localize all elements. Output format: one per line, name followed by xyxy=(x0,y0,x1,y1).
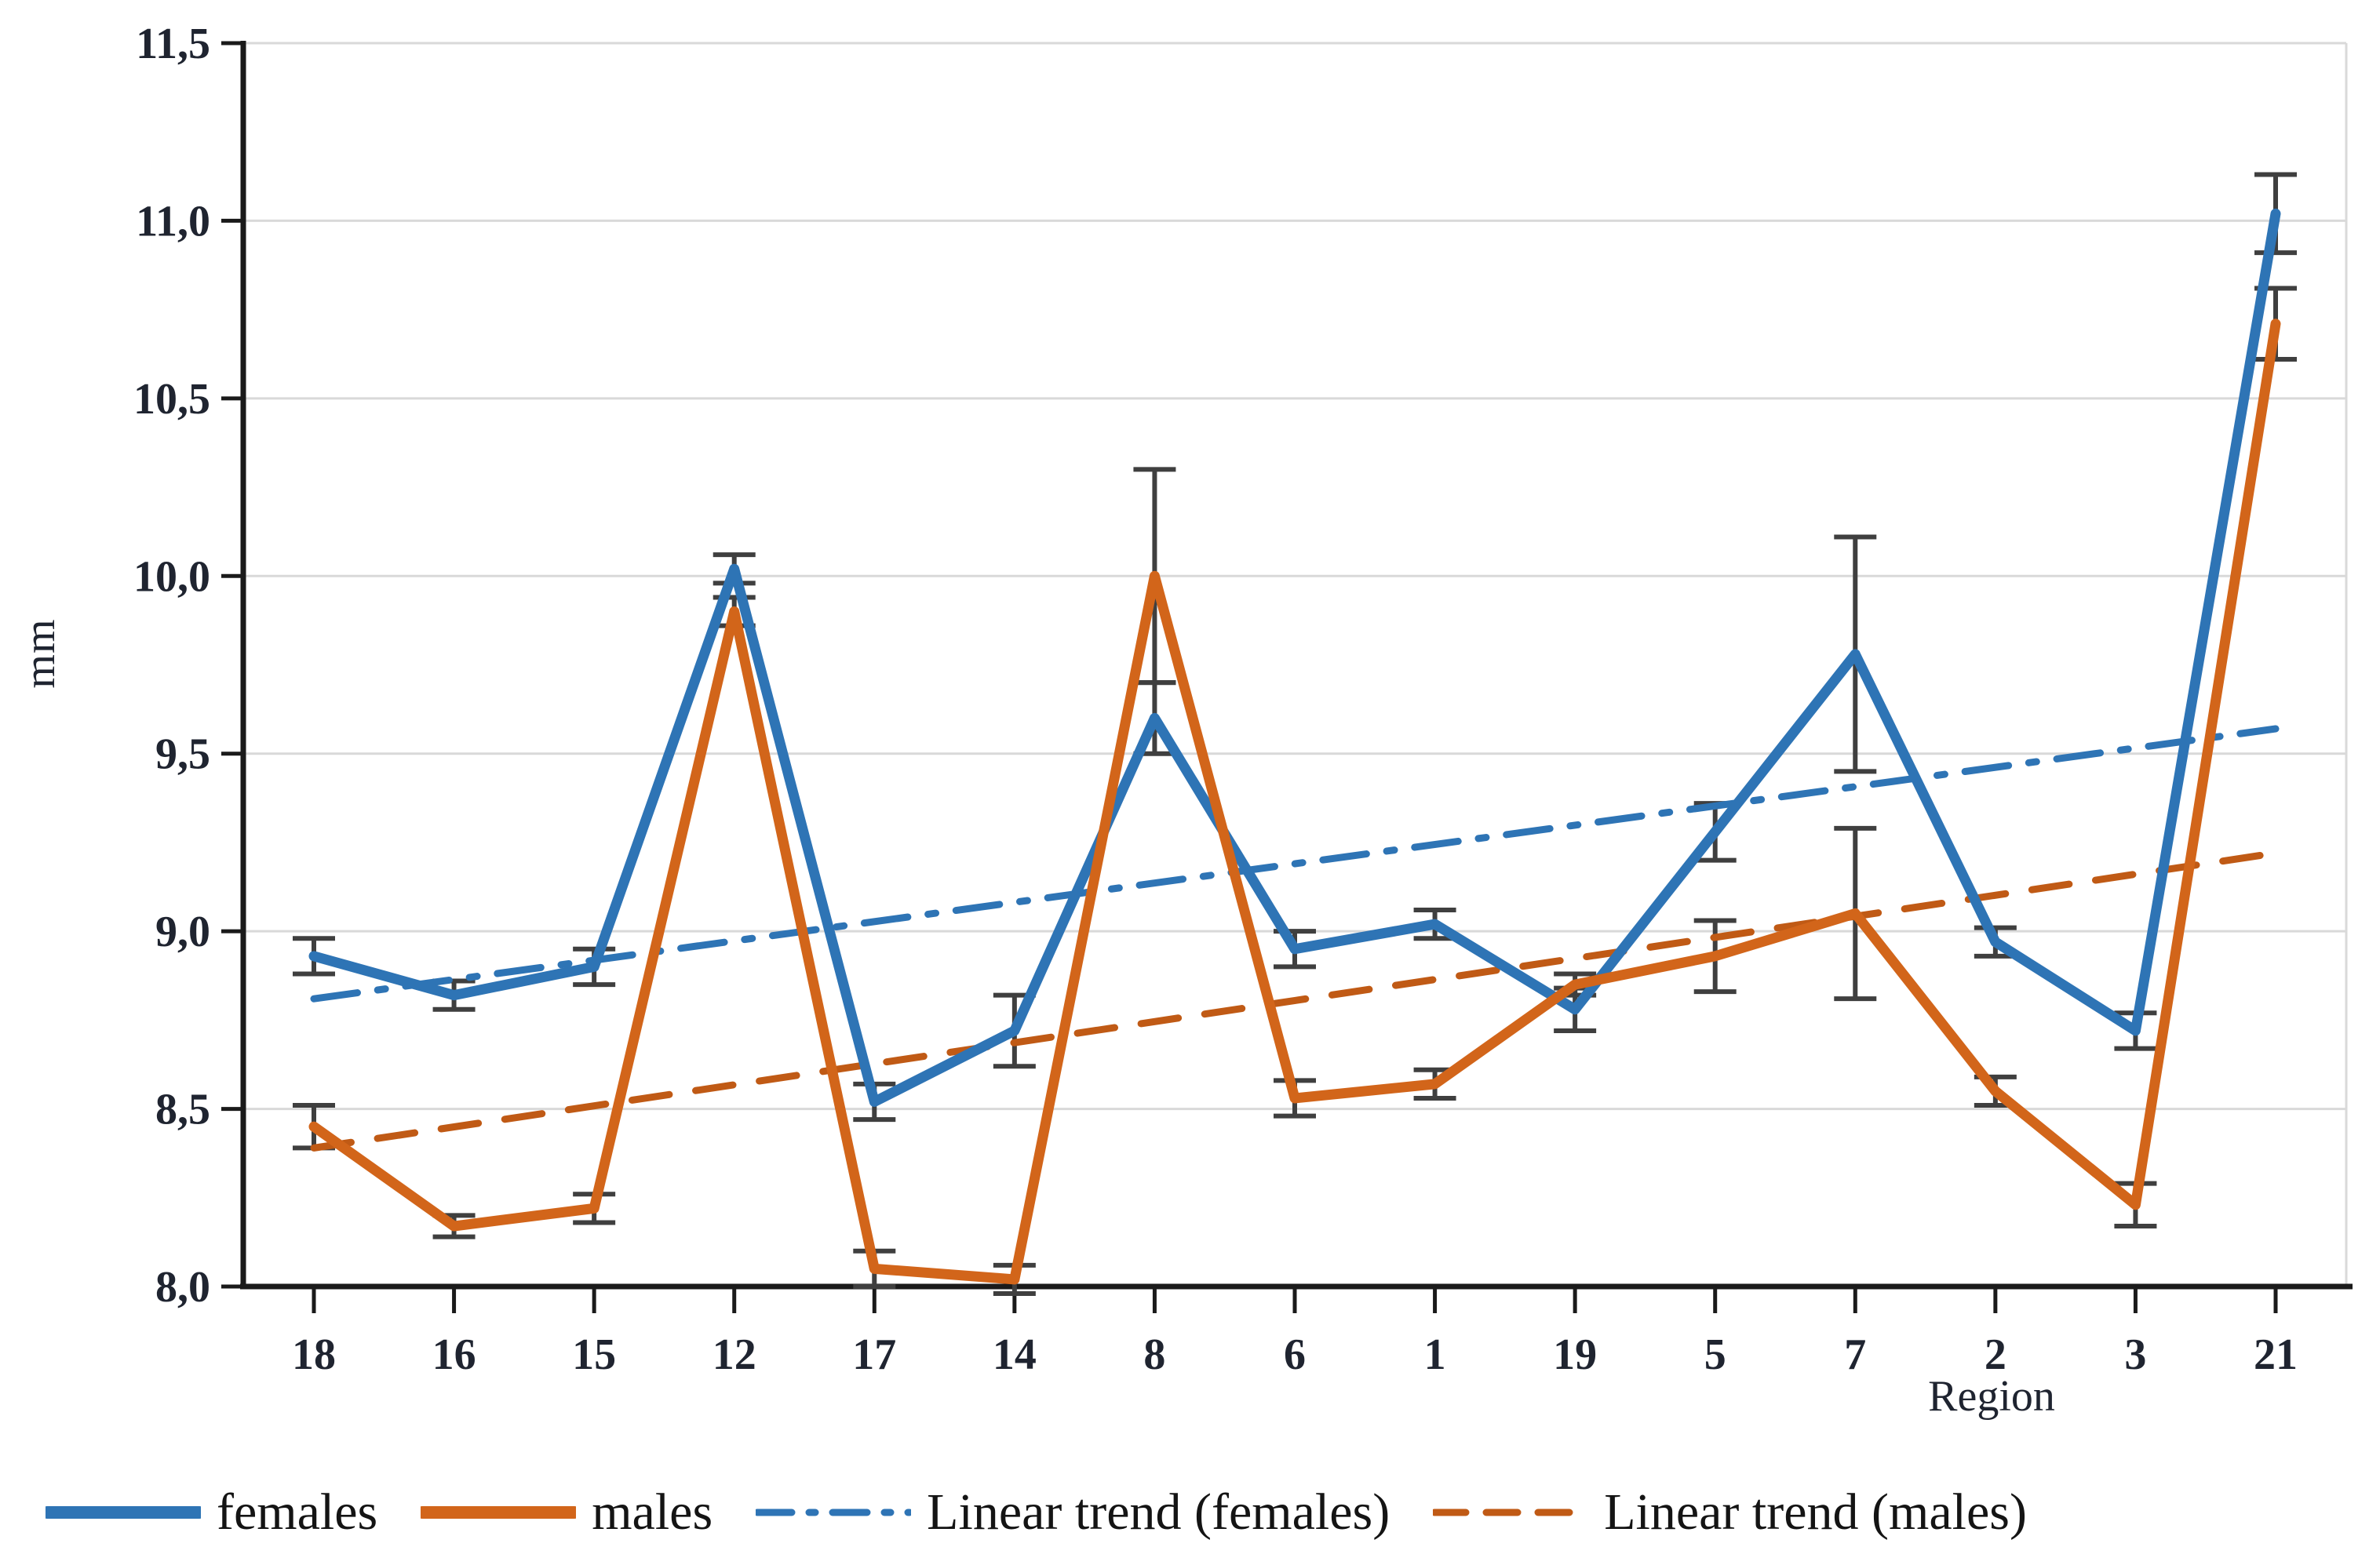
males-line-swatch-icon xyxy=(421,1506,577,1519)
trend-males-dash-swatch-icon xyxy=(1433,1509,1589,1516)
x-tick-label: 5 xyxy=(1704,1330,1726,1379)
x-tick-label: 8 xyxy=(1143,1330,1165,1379)
x-tick-label: 3 xyxy=(2124,1330,2146,1379)
x-tick-label: 16 xyxy=(432,1330,476,1379)
legend-entry-females: females xyxy=(46,1483,377,1542)
line-chart: 11,511,010,510,09,59,08,58,018 16 15 12 17 14… xyxy=(133,20,2353,1379)
x-tick-label: 21 xyxy=(2254,1330,2298,1379)
legend: females males Linear trend (females) Lin… xyxy=(46,1465,2027,1560)
series-line-females xyxy=(308,208,2281,1108)
x-tick-label: 14 xyxy=(993,1330,1037,1379)
y-tick-label: 11,5 xyxy=(136,20,210,68)
y-tick-label: 11,0 xyxy=(136,197,210,246)
trend-females-dashdot-swatch-icon xyxy=(756,1509,912,1516)
y-tick-label: 8,5 xyxy=(155,1086,210,1134)
x-tick-label: 12 xyxy=(713,1330,756,1379)
series-line-males xyxy=(308,318,2281,1285)
y-axis-title: mm xyxy=(16,618,64,689)
y-tick-label: 10,0 xyxy=(133,552,210,601)
x-tick-label: 7 xyxy=(1844,1330,1866,1379)
x-axis-title: Region xyxy=(1928,1372,2055,1421)
legend-label-trend-males: Linear trend (males) xyxy=(1604,1483,2027,1541)
legend-entry-males: males xyxy=(421,1483,713,1542)
y-tick-label: 8,0 xyxy=(155,1263,210,1312)
x-tick-label: 19 xyxy=(1553,1330,1597,1379)
x-tick-label: 6 xyxy=(1284,1330,1306,1379)
legend-label-females: females xyxy=(217,1483,378,1541)
x-tick-label: 17 xyxy=(852,1330,896,1379)
y-tick-label: 9,0 xyxy=(155,908,210,956)
trend-line xyxy=(310,850,2280,1152)
legend-entry-trend-females: Linear trend (females) xyxy=(756,1483,1390,1542)
females-line-swatch-icon xyxy=(46,1506,201,1519)
legend-label-trend-females: Linear trend (females) xyxy=(927,1483,1390,1541)
x-tick-label: 1 xyxy=(1424,1330,1446,1379)
legend-entry-trend-males: Linear trend (males) xyxy=(1433,1483,2027,1542)
y-tick-label: 10,5 xyxy=(133,375,210,424)
trend-line xyxy=(310,725,2280,1003)
x-tick-label: 18 xyxy=(292,1330,336,1379)
y-tick-label: 9,5 xyxy=(155,730,210,779)
x-tick-label: 15 xyxy=(572,1330,616,1379)
legend-label-males: males xyxy=(592,1483,713,1541)
x-tick-label: 2 xyxy=(1985,1330,2006,1379)
